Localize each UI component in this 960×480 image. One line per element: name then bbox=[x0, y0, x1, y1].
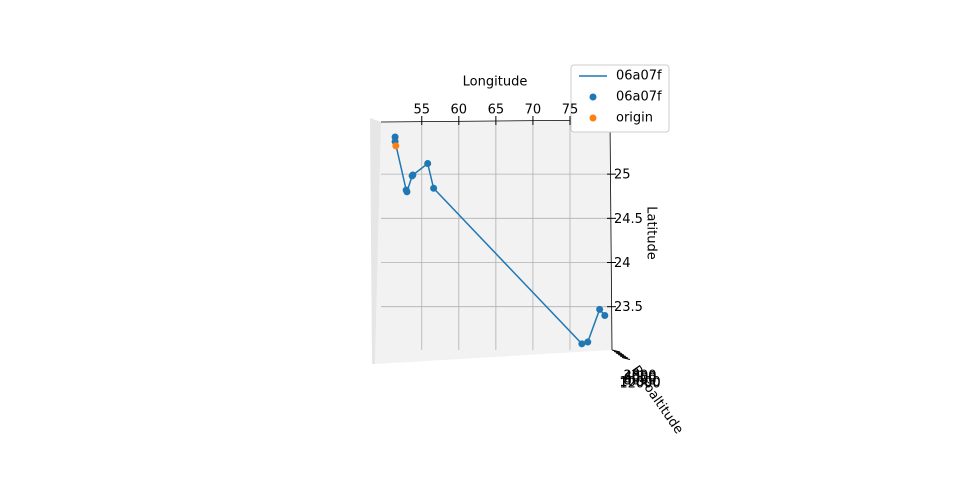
z-tick-label: 8000 bbox=[623, 373, 656, 388]
x-tick-label: 60 bbox=[451, 103, 468, 118]
legend bbox=[570, 64, 670, 133]
data-point bbox=[430, 184, 438, 192]
legend-label: 06a07f bbox=[616, 69, 662, 84]
y-axis-label: Latitude bbox=[644, 206, 659, 260]
tick-mark bbox=[617, 354, 627, 357]
x-tick-label: 65 bbox=[488, 103, 505, 118]
tick-mark bbox=[613, 351, 623, 354]
data-point bbox=[584, 338, 592, 346]
y-tick-label: 24.5 bbox=[614, 212, 643, 227]
y-tick-label: 23.5 bbox=[614, 300, 643, 315]
y-axis-line bbox=[609, 119, 613, 351]
data-line bbox=[394, 137, 606, 345]
tick-mark bbox=[619, 355, 629, 359]
y-tick-label: 25 bbox=[614, 168, 631, 183]
data-point bbox=[596, 305, 604, 313]
z-tick-label: 2000 bbox=[623, 369, 656, 384]
z-tick-label: 10000 bbox=[619, 375, 660, 390]
z-tick-label: 12000 bbox=[619, 377, 660, 392]
data-point bbox=[578, 340, 586, 348]
x-tick-label: 55 bbox=[413, 103, 430, 118]
y-tick-label: 24 bbox=[614, 256, 631, 271]
data-point bbox=[409, 171, 417, 179]
z-tick-label: 4000 bbox=[623, 370, 656, 385]
tick-mark bbox=[611, 349, 621, 353]
z-tick-label: 6000 bbox=[623, 372, 656, 387]
data-point bbox=[424, 160, 432, 168]
side-pane bbox=[370, 118, 381, 364]
x-axis-label: Longitude bbox=[463, 75, 528, 90]
data-point bbox=[601, 312, 609, 320]
legend-swatch bbox=[589, 93, 597, 101]
tick-mark bbox=[621, 357, 631, 360]
legend-swatch bbox=[589, 114, 597, 122]
data-point bbox=[392, 142, 400, 150]
legend-label: origin bbox=[616, 111, 653, 126]
x-tick-label: 75 bbox=[562, 103, 579, 118]
pane bbox=[375, 120, 612, 364]
data-point bbox=[403, 188, 411, 196]
tick-mark bbox=[615, 352, 625, 356]
legend-label: 06a07f bbox=[616, 90, 662, 105]
x-tick-label: 70 bbox=[525, 103, 542, 118]
